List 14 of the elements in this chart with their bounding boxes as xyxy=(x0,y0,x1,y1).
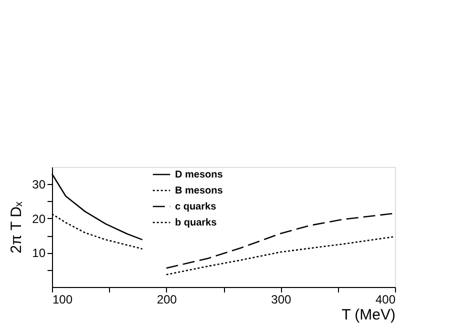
y-tick-label: 20 xyxy=(32,212,46,226)
y-axis-title: 2π T Dₓ xyxy=(8,202,26,254)
x-tick-label: 200 xyxy=(156,292,178,306)
legend-label: c quarks xyxy=(175,202,217,212)
y-tick-label: 10 xyxy=(32,246,46,260)
legend-label: b quarks xyxy=(175,218,218,228)
x-tick-label: 100 xyxy=(52,292,73,306)
line-series xyxy=(166,236,396,276)
y-tick-label: 30 xyxy=(32,178,46,192)
x-tick-label: 300 xyxy=(271,292,292,306)
x-axis-title: T (MeV) xyxy=(342,306,396,324)
legend-label: D mesons xyxy=(175,170,224,180)
x-tick-label: 400 xyxy=(375,292,396,306)
legend-label: B mesons xyxy=(175,186,224,196)
